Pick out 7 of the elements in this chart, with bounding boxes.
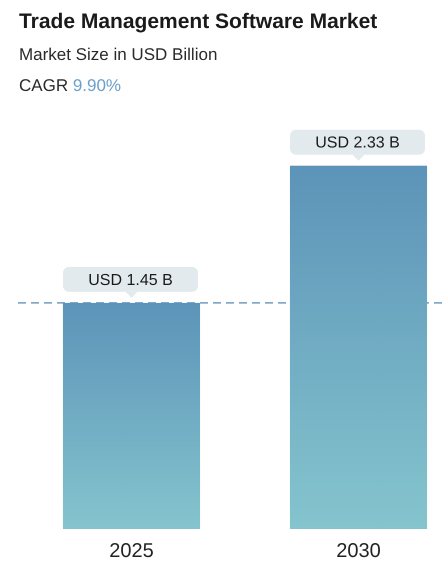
x-tick-label: 2025 — [109, 540, 154, 562]
data-label: USD 2.33 B — [315, 134, 400, 152]
text: CAGR 9.90% — [19, 76, 122, 95]
chart-title: Trade Management Software Market — [19, 10, 378, 33]
chart-subtitle: Market Size in USD Billion — [19, 45, 218, 64]
data-label: USD 1.45 B — [88, 272, 173, 289]
x-tick-label: 2030 — [336, 540, 381, 562]
